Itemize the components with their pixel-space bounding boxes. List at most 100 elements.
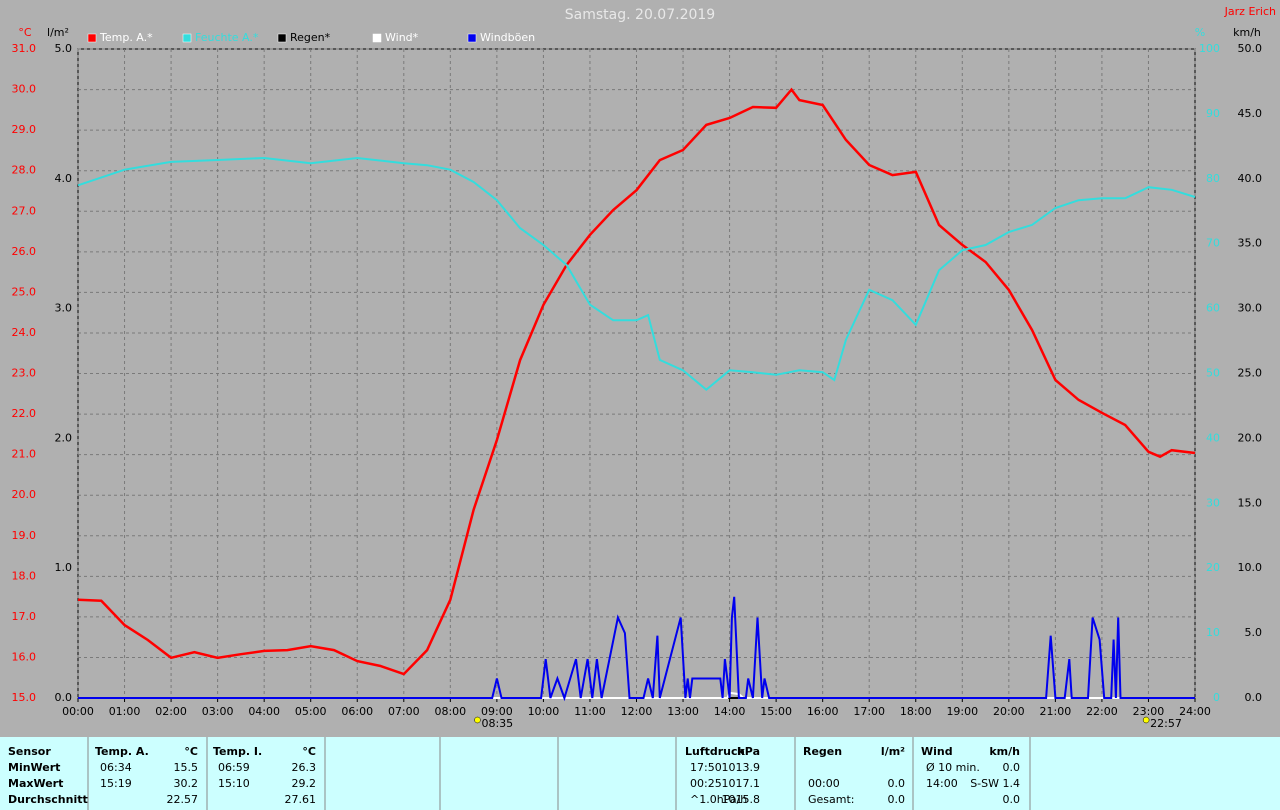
y-tick-label: 20.0 <box>1238 431 1263 444</box>
y-tick-label: 28.0 <box>12 164 37 177</box>
stats-time: 06:34 <box>100 761 132 774</box>
y2-axis-unit: l/m² <box>47 26 69 39</box>
chart-title: Samstag. 20.07.2019 <box>565 7 715 23</box>
legend-label: Wind* <box>385 31 419 44</box>
stats-row-label: MaxWert <box>8 777 63 790</box>
stats-value: 27.61 <box>285 793 317 806</box>
stats-header: Temp. I. <box>213 745 262 758</box>
y-tick-label: 50 <box>1206 367 1220 380</box>
y-tick-label: 20.0 <box>12 488 37 501</box>
y-tick-label: 3.0 <box>55 302 73 315</box>
y-tick-label: 16.0 <box>12 650 37 663</box>
stats-header: Temp. A. <box>95 745 149 758</box>
stats-time: 17:50 <box>690 761 722 774</box>
y-tick-label: 15.0 <box>1238 496 1263 509</box>
sun-marker <box>1142 716 1150 724</box>
y-tick-label: 10 <box>1206 626 1220 639</box>
legend-swatch <box>372 33 382 43</box>
stats-header: Luftdruck <box>685 745 746 758</box>
x-tick-label: 16:00 <box>807 705 839 718</box>
legend-swatch <box>182 33 192 43</box>
y-tick-label: 40 <box>1206 431 1220 444</box>
y-tick-label: 45.0 <box>1238 107 1263 120</box>
y-tick-label: 50.0 <box>1238 42 1263 55</box>
legend-label: Temp. A.* <box>99 31 153 44</box>
x-tick-label: 04:00 <box>248 705 280 718</box>
stats-value: 0.0 <box>888 777 906 790</box>
stats-time: 14:00 <box>926 777 958 790</box>
y-tick-label: 19.0 <box>12 529 37 542</box>
x-tick-label: 10:00 <box>528 705 560 718</box>
stats-value: 0.0 <box>1003 793 1021 806</box>
y-tick-label: 27.0 <box>12 204 37 217</box>
legend-swatch <box>467 33 477 43</box>
sun-time: 22:57 <box>1150 717 1182 730</box>
y-tick-label: 23.0 <box>12 367 37 380</box>
y-tick-label: 30.0 <box>1238 302 1263 315</box>
stats-value: 1017.1 <box>722 777 761 790</box>
y4-axis-unit: km/h <box>1233 26 1261 39</box>
y-tick-label: 40.0 <box>1238 172 1263 185</box>
sun-marker <box>474 716 481 724</box>
x-tick-label: 20:00 <box>993 705 1025 718</box>
stats-row-label: MinWert <box>8 761 60 774</box>
y-tick-label: 24.0 <box>12 326 37 339</box>
x-tick-label: 11:00 <box>574 705 606 718</box>
x-tick-label: 06:00 <box>341 705 373 718</box>
stats-time: ^1.0hPa/h <box>690 793 747 806</box>
y-tick-label: 17.0 <box>12 610 37 623</box>
x-tick-label: 07:00 <box>388 705 420 718</box>
stats-time: Gesamt: <box>808 793 855 806</box>
y-tick-label: 60 <box>1206 302 1220 315</box>
y-axis-unit: °C <box>18 26 32 39</box>
x-tick-label: 19:00 <box>946 705 978 718</box>
x-tick-label: 23:00 <box>1133 705 1165 718</box>
y-tick-label: 4.0 <box>55 172 73 185</box>
stats-value: 1013.9 <box>722 761 761 774</box>
y-tick-label: 2.0 <box>55 431 73 444</box>
stats-header: Regen <box>803 745 842 758</box>
x-tick-label: 00:00 <box>62 705 94 718</box>
stats-unit: km/h <box>989 745 1020 758</box>
x-tick-label: 22:00 <box>1086 705 1118 718</box>
stats-time: 00:00 <box>808 777 840 790</box>
x-tick-label: 18:00 <box>900 705 932 718</box>
author: Jarz Erich <box>1224 5 1276 18</box>
stats-value: 29.2 <box>292 777 317 790</box>
y-tick-label: 22.0 <box>12 407 37 420</box>
stats-row-label: Durchschnitt <box>8 793 88 806</box>
stats-value: 30.2 <box>174 777 199 790</box>
legend-swatch <box>87 33 97 43</box>
y-tick-label: 0.0 <box>1245 691 1263 704</box>
legend-label: Windböen <box>480 31 535 44</box>
x-tick-label: 05:00 <box>295 705 327 718</box>
y3-axis-unit: % <box>1195 26 1205 39</box>
y-tick-label: 35.0 <box>1238 237 1263 250</box>
x-tick-label: 08:00 <box>434 705 466 718</box>
stats-unit: °C <box>184 745 198 758</box>
y-tick-label: 21.0 <box>12 448 37 461</box>
y-tick-label: 5.0 <box>55 42 73 55</box>
legend-label: Regen* <box>290 31 331 44</box>
stats-time: Ø 10 min. <box>926 761 980 774</box>
y-tick-label: 1.0 <box>55 561 73 574</box>
y-tick-label: 90 <box>1206 107 1220 120</box>
stats-value: 1015.8 <box>722 793 761 806</box>
y-tick-label: 10.0 <box>1238 561 1263 574</box>
y-tick-label: 25.0 <box>12 285 37 298</box>
x-tick-label: 01:00 <box>109 705 141 718</box>
x-tick-label: 14:00 <box>714 705 746 718</box>
y-tick-label: 30 <box>1206 496 1220 509</box>
x-tick-label: 15:00 <box>760 705 792 718</box>
x-tick-label: 21:00 <box>1040 705 1072 718</box>
y-tick-label: 31.0 <box>12 42 37 55</box>
series-line <box>77 87 1196 676</box>
stats-time: 15:19 <box>100 777 132 790</box>
x-tick-label: 02:00 <box>155 705 187 718</box>
stats-value: 22.57 <box>167 793 199 806</box>
x-tick-label: 17:00 <box>853 705 885 718</box>
y-tick-label: 20 <box>1206 561 1220 574</box>
stats-value: 0.0 <box>888 793 906 806</box>
stats-unit: l/m² <box>881 745 905 758</box>
